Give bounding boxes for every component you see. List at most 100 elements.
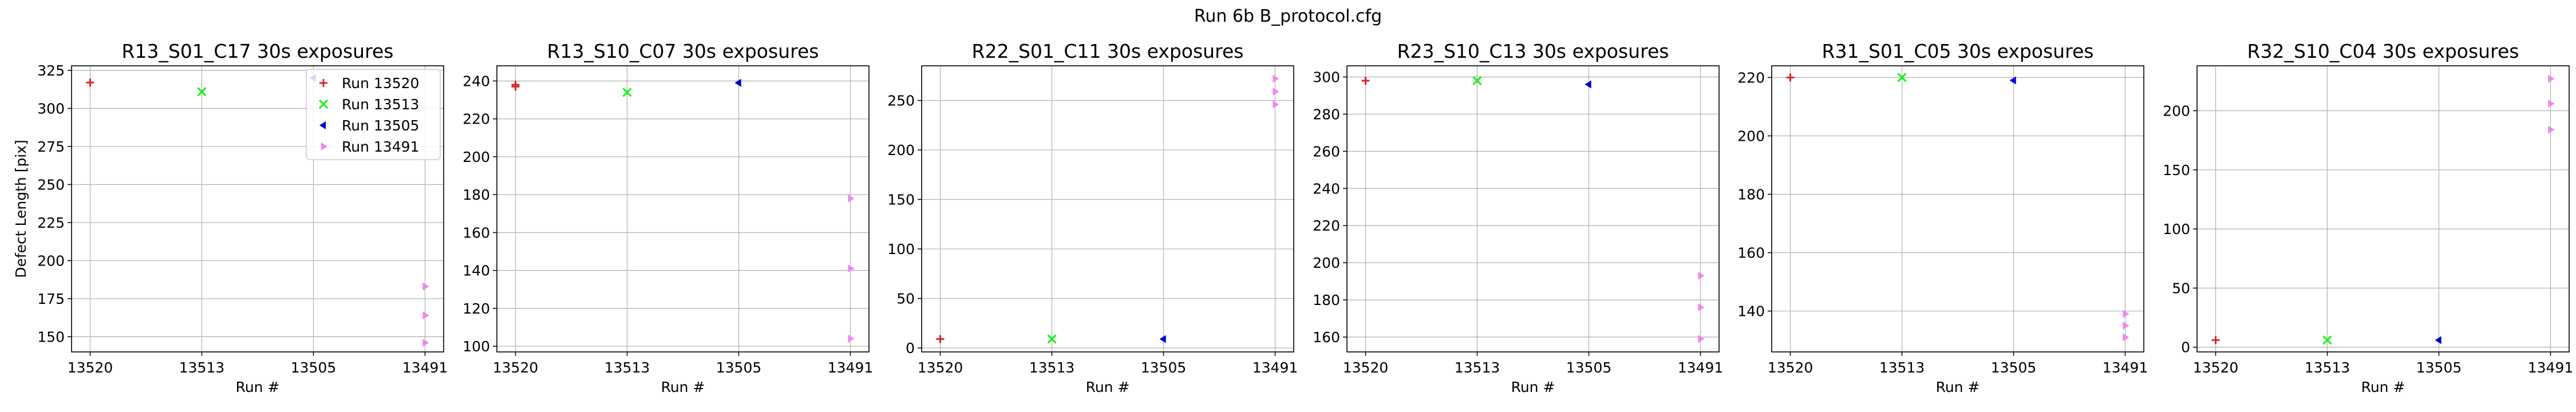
data-point-13491 [1698, 303, 1705, 312]
y-tick-label: 280 [1313, 106, 1340, 122]
x-tick-label: 13491 [2528, 359, 2574, 376]
x-tick-label: 13491 [2103, 359, 2148, 376]
y-tick-label: 140 [1737, 303, 1765, 320]
data-point-13491 [2123, 310, 2129, 318]
x-tick-label: 13520 [918, 359, 963, 376]
y-tick-label: 250 [887, 93, 915, 109]
y-tick-label: 180 [1737, 186, 1765, 203]
y-tick-label: 180 [463, 187, 490, 203]
y-tick-label: 240 [463, 73, 490, 89]
panel-3: 13520 13513 13505 13491 0 50 100 150 200 250 R22_S… [887, 40, 1298, 395]
x-tick-label: 13520 [1768, 359, 1814, 376]
y-tick-label: 325 [37, 62, 65, 79]
x-tick-label: 13513 [605, 359, 650, 376]
y-tick-label: 300 [1313, 69, 1340, 85]
x-tick-label: 13491 [1678, 359, 1724, 376]
y-tick-label: 0 [906, 340, 915, 356]
panel-title: R13_S10_C07 30s exposures [547, 40, 819, 62]
data-point-13505 [2435, 336, 2441, 344]
data-point-13513 [1472, 76, 1482, 86]
data-point-13505 [2009, 76, 2016, 85]
y-tick-label: 140 [463, 263, 490, 279]
x-tick-label: 13491 [828, 359, 874, 376]
x-axis-label: Run # [2361, 379, 2405, 395]
panel-title: R13_S01_C17 30s exposures [122, 40, 394, 62]
y-tick-label: 150 [887, 192, 915, 208]
y-tick-label: 200 [463, 149, 490, 165]
legend-marker-13513 [318, 99, 329, 109]
x-tick-label: 13505 [1991, 359, 2037, 376]
data-point-13491 [2123, 333, 2129, 342]
panel-4: 13520 13513 13505 13491 160 180 200 220 240 260 28… [1313, 40, 1723, 395]
panel-title: R32_S10_C04 30s exposures [2247, 40, 2519, 62]
legend-marker-13505 [319, 121, 326, 129]
data-point-13520 [1786, 73, 1795, 82]
data-point-13520 [1361, 76, 1370, 85]
legend-label: Run 13505 [342, 117, 419, 134]
y-tick-label: 225 [37, 215, 65, 231]
data-point-13491 [848, 334, 855, 343]
x-axis-label: Run # [661, 379, 705, 395]
data-point-13491 [422, 282, 429, 291]
axes-frame [496, 65, 870, 352]
y-tick-label: 100 [2163, 221, 2190, 237]
panel-title: R31_S01_C05 30s exposures [1822, 40, 2094, 62]
panel-5: 13520 13513 13505 13491 140 160 180 200 220 R31_S… [1737, 40, 2148, 395]
x-tick-label: 13505 [2416, 359, 2462, 376]
x-tick-label: 13520 [68, 359, 113, 376]
y-tick-label: 180 [1313, 292, 1340, 308]
y-tick-label: 220 [463, 111, 490, 128]
panels: 13520 13513 13505 13491 150 175 200 225 250 275 30… [13, 40, 2573, 395]
data-point-13505 [734, 78, 741, 87]
data-point-13505 [1159, 335, 1166, 343]
y-axis-label: Defect Length [pix] [13, 140, 29, 278]
data-point-13491 [848, 194, 855, 203]
data-point-13491 [1698, 271, 1705, 280]
panel-title: R22_S01_C11 30s exposures [972, 40, 1244, 62]
data-point-13513 [1047, 334, 1057, 344]
y-tick-label: 200 [1313, 255, 1340, 271]
y-tick-label: 0 [2181, 339, 2190, 356]
x-axis-label: Run # [1511, 379, 1555, 395]
y-tick-label: 150 [37, 328, 65, 345]
y-tick-label: 240 [1313, 180, 1340, 197]
data-point-13491 [422, 311, 429, 320]
y-tick-label: 100 [887, 241, 915, 258]
x-tick-label: 13505 [1141, 359, 1187, 376]
x-tick-label: 13513 [1029, 359, 1075, 376]
x-tick-label: 13491 [402, 359, 448, 376]
data-point-13491 [2123, 322, 2129, 330]
data-point-13520 [86, 78, 94, 87]
data-point-13520 [936, 335, 945, 343]
axes-frame [921, 65, 1294, 352]
data-point-13513 [622, 88, 632, 97]
x-tick-label: 13513 [1879, 359, 1925, 376]
data-point-13520 [511, 82, 520, 91]
axes-frame [1771, 65, 2144, 352]
data-point-13491 [1698, 335, 1705, 343]
y-tick-label: 220 [1737, 69, 1765, 86]
x-tick-label: 13513 [179, 359, 225, 376]
legend-marker-13491 [321, 142, 327, 150]
x-tick-label: 13520 [2193, 359, 2239, 376]
y-tick-label: 250 [37, 176, 65, 193]
axes-frame [2196, 65, 2570, 352]
data-point-13491 [2548, 125, 2555, 134]
y-tick-label: 100 [463, 338, 490, 355]
data-point-13513 [2322, 335, 2332, 345]
y-tick-label: 200 [2163, 103, 2190, 120]
y-tick-label: 160 [1737, 245, 1765, 262]
y-tick-label: 200 [887, 142, 915, 159]
y-tick-label: 50 [896, 291, 915, 307]
legend-marker-13520 [319, 79, 327, 87]
x-tick-label: 13520 [493, 359, 539, 376]
y-tick-label: 160 [1313, 329, 1340, 346]
panel-2: 13520 13513 13505 13491 100 120 140 160 180 200 22… [463, 40, 873, 395]
legend-label: Run 13520 [342, 75, 419, 92]
legend-label: Run 13513 [342, 96, 419, 113]
axes-frame [1346, 65, 1720, 352]
data-point-13491 [2548, 100, 2555, 108]
y-tick-label: 120 [463, 300, 490, 317]
data-point-13491 [422, 339, 429, 347]
